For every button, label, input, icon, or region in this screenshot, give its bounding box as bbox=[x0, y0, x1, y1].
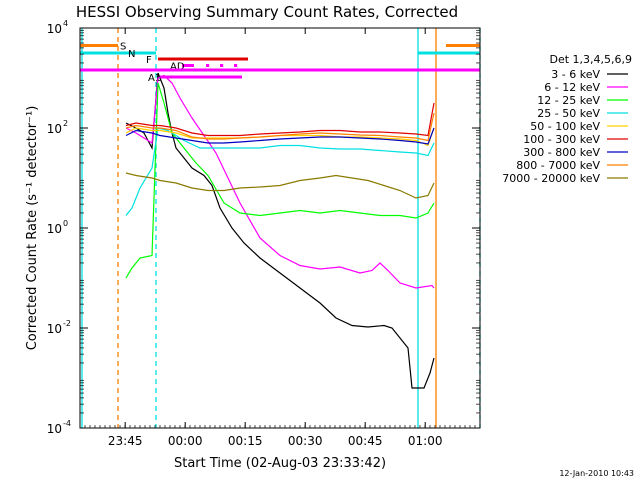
timestamp: 12-Jan-2010 10:43 bbox=[559, 469, 634, 478]
legend-label-8: 7000 - 20000 keV bbox=[502, 172, 600, 185]
flag-label-2: F bbox=[146, 55, 152, 66]
series-line-8 bbox=[125, 172, 435, 199]
x-tick-label-0: 23:45 bbox=[108, 434, 143, 448]
y-axis-title: Corrected Count Rate (s⁻¹ detector⁻¹) bbox=[25, 106, 40, 351]
x-tick-label-5: 01:00 bbox=[408, 434, 443, 448]
chart-title: HESSI Observing Summary Count Rates, Cor… bbox=[76, 3, 458, 21]
y-tick-label-0: 10 bbox=[47, 422, 62, 436]
flag-label-1: N bbox=[128, 49, 135, 60]
series-line-6 bbox=[125, 127, 435, 145]
legend-title: Det 1,3,4,5,6,9 bbox=[549, 53, 632, 66]
y-tick-exp-3: 2 bbox=[63, 119, 68, 128]
y-tick-exp-4: 4 bbox=[63, 19, 68, 28]
x-tick-label-2: 00:15 bbox=[228, 434, 263, 448]
y-tick-label-2: 10 bbox=[47, 222, 62, 236]
x-axis-title: Start Time (02-Aug-03 23:33:42) bbox=[174, 456, 386, 471]
y-tick-exp-0: -4 bbox=[63, 419, 71, 428]
legend-label-7: 800 - 7000 keV bbox=[516, 159, 600, 172]
series-line-3 bbox=[125, 127, 435, 216]
flag-label-0: S bbox=[120, 42, 126, 53]
x-tick-label-3: 00:30 bbox=[288, 434, 323, 448]
flag-label-5: A1 bbox=[148, 73, 161, 84]
legend-label-5: 100 - 300 keV bbox=[523, 133, 600, 146]
flag-bars: SNF AD A1 bbox=[80, 42, 480, 84]
legend-label-2: 12 - 25 keV bbox=[537, 94, 600, 107]
x-tick-label-4: 00:45 bbox=[348, 434, 383, 448]
series-line-0 bbox=[125, 72, 435, 389]
series-line-5 bbox=[125, 102, 435, 137]
x-axis-ticks: 23:45 00:00 00:15 00:30 00:45 01:00 bbox=[79, 28, 481, 448]
series-line-7 bbox=[125, 112, 435, 142]
y-tick-exp-1: -2 bbox=[63, 319, 71, 328]
legend-label-6: 300 - 800 keV bbox=[523, 146, 600, 159]
legend-label-0: 3 - 6 keV bbox=[551, 68, 600, 81]
y-tick-label-4: 10 bbox=[47, 22, 62, 36]
legend-label-3: 25 - 50 keV bbox=[537, 107, 600, 120]
flag-label-3: AD bbox=[170, 62, 185, 73]
y-tick-label-3: 10 bbox=[47, 122, 62, 136]
y-tick-exp-2: 0 bbox=[63, 219, 68, 228]
y-tick-label-1: 10 bbox=[47, 322, 62, 336]
legend-label-4: 50 - 100 keV bbox=[530, 120, 600, 133]
series-line-1 bbox=[125, 74, 435, 289]
x-tick-label-1: 00:00 bbox=[168, 434, 203, 448]
series-lines bbox=[125, 72, 435, 389]
legend-label-1: 6 - 12 keV bbox=[544, 81, 600, 94]
